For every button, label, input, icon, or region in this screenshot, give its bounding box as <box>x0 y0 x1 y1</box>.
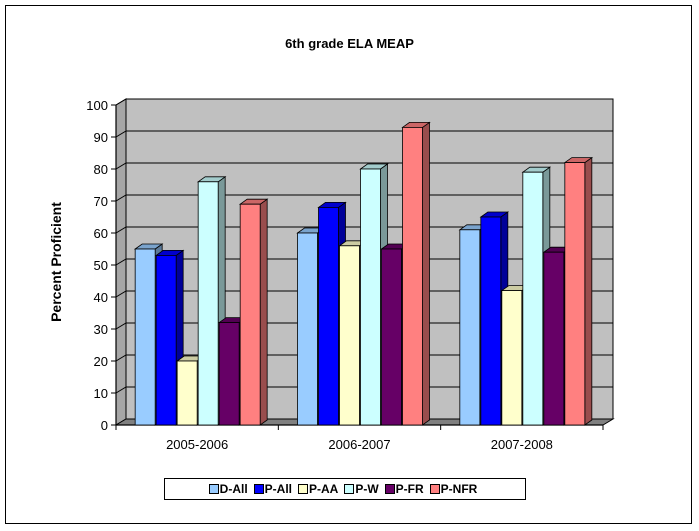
bar <box>134 248 156 426</box>
legend-swatch <box>208 484 219 494</box>
bar <box>176 360 198 426</box>
bar <box>381 248 402 426</box>
legend-label: P-FR <box>395 482 424 496</box>
legend-item: P-All <box>253 482 292 496</box>
bar-side <box>422 121 430 426</box>
legend-label: P-NFR <box>440 482 478 496</box>
bar <box>339 245 360 426</box>
bar-side <box>584 156 593 426</box>
chart-title: 6th grade ELA MEAP <box>285 36 414 51</box>
legend-item: P-W <box>344 482 379 496</box>
legend: D-All P-All P-AA P-W P-FR P-NFR <box>164 478 526 500</box>
bar <box>522 171 544 426</box>
x-tick-label: 2005-2006 <box>166 437 228 452</box>
y-tick-label: 0 <box>101 418 108 433</box>
y-tick-label: 60 <box>94 226 108 241</box>
bar <box>239 203 261 426</box>
plot-back-wall-border <box>125 98 614 419</box>
x-tick-label: 2006-2007 <box>328 437 390 452</box>
legend-label: P-AA <box>309 482 339 496</box>
legend-item: P-AA <box>298 482 338 496</box>
bar-side <box>259 198 268 426</box>
x-tick-label: 2007-2008 <box>491 437 553 452</box>
bar <box>360 168 381 426</box>
y-tick-label: 90 <box>94 130 108 145</box>
y-tick-label: 10 <box>94 386 108 401</box>
y-tick-label: 50 <box>94 258 108 273</box>
y-tick-label: 80 <box>94 162 108 177</box>
y-tick-label: 100 <box>86 98 108 113</box>
bar <box>297 232 318 426</box>
legend-item: P-FR <box>384 482 424 496</box>
bar <box>480 216 502 426</box>
legend-label: D-All <box>219 482 248 496</box>
y-tick-label: 20 <box>94 354 108 369</box>
y-tick-label: 40 <box>94 290 108 305</box>
legend-label: P-All <box>264 482 292 496</box>
y-tick-label: 30 <box>94 322 108 337</box>
legend-item: D-All <box>208 482 248 496</box>
bar <box>155 254 177 426</box>
legend-swatch <box>429 484 440 494</box>
legend-swatch <box>344 484 355 494</box>
legend-swatch <box>298 484 308 494</box>
bar <box>501 290 523 426</box>
legend-swatch <box>384 484 395 494</box>
bar <box>543 251 565 426</box>
bar <box>197 181 219 426</box>
bar <box>218 322 240 426</box>
y-tick-label: 70 <box>94 194 108 209</box>
bar <box>459 229 481 426</box>
legend-swatch <box>253 484 264 494</box>
legend-label: P-W <box>355 482 379 496</box>
bar <box>318 206 339 426</box>
bar <box>402 127 423 426</box>
bar <box>564 162 586 426</box>
legend-item: P-NFR <box>429 482 478 496</box>
